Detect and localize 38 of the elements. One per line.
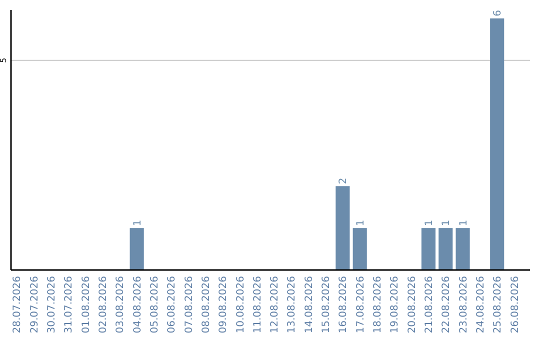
x-tick-label: 04.08.2026 <box>132 276 144 334</box>
x-tick-label: 08.08.2026 <box>200 276 212 334</box>
x-tick-label: 17.08.2026 <box>355 276 366 334</box>
x-tick-label: 29.07.2026 <box>29 276 40 334</box>
x-tick-label: 28.07.2026 <box>12 276 24 334</box>
data-label: 1 <box>355 220 366 226</box>
data-label: 1 <box>441 220 452 226</box>
x-tick-label: 19.08.2026 <box>390 276 401 334</box>
x-tick-label: 15.08.2026 <box>321 276 332 334</box>
x-tick-label: 11.08.2026 <box>252 276 264 334</box>
x-tick-label: 18.08.2026 <box>372 276 384 334</box>
data-label: 6 <box>492 10 504 16</box>
x-tick-label: 23.08.2026 <box>458 276 470 334</box>
x-tick-label: 10.08.2026 <box>235 276 246 334</box>
x-tick-label: 13.08.2026 <box>286 276 298 334</box>
x-tick-label: 02.08.2026 <box>98 276 110 334</box>
x-tick-label: 07.08.2026 <box>184 276 195 334</box>
x-tick-label: 26.08.2026 <box>510 276 521 334</box>
x-tick-label: 30.07.2026 <box>46 276 58 334</box>
data-label: 1 <box>458 220 470 226</box>
x-tick-label: 03.08.2026 <box>115 276 126 334</box>
y-tick-label: 5 <box>0 58 8 63</box>
data-label: 1 <box>132 220 144 226</box>
x-tick-label: 24.08.2026 <box>475 276 486 334</box>
x-tick-label: 16.08.2026 <box>338 276 350 334</box>
x-tick-label: 31.07.2026 <box>64 276 75 334</box>
x-tick-label: 05.08.2026 <box>149 276 160 334</box>
x-tick-label: 12.08.2026 <box>270 276 281 334</box>
data-label: 2 <box>338 178 350 184</box>
x-tick-label: 25.08.2026 <box>492 276 504 334</box>
x-tick-label: 22.08.2026 <box>441 276 452 334</box>
x-tick-label: 14.08.2026 <box>304 276 315 334</box>
x-tick-label: 06.08.2026 <box>166 276 178 334</box>
x-tick-label: 21.08.2026 <box>424 276 435 334</box>
x-tick-label: 01.08.2026 <box>80 276 92 334</box>
data-label: 1 <box>424 220 435 226</box>
x-tick-label: 09.08.2026 <box>218 276 230 334</box>
x-tick-label: 20.08.2026 <box>406 276 418 334</box>
